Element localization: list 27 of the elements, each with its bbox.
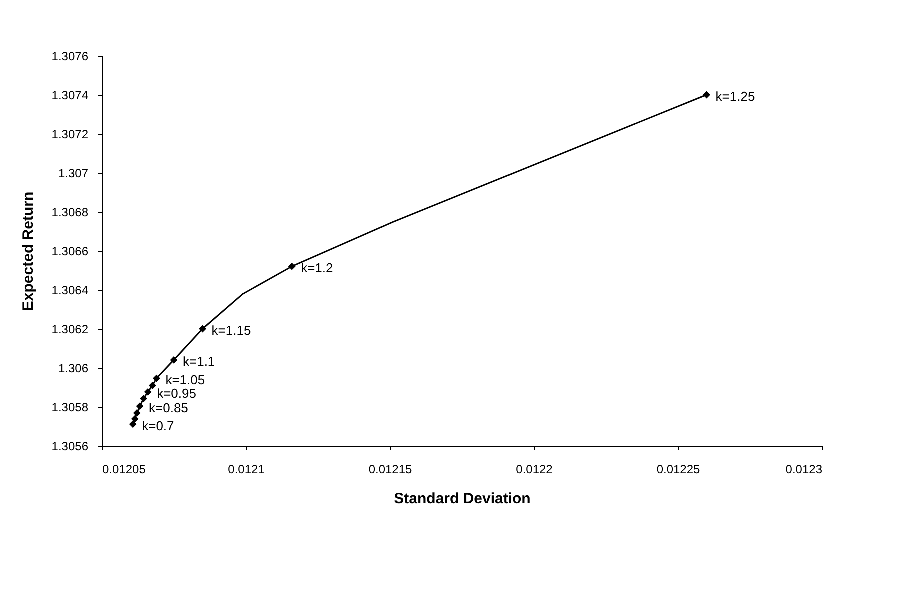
x-tick-label: 0.01205 xyxy=(102,462,146,476)
x-tick-label: 0.01225 xyxy=(656,462,701,476)
x-tick-label: 0.0123 xyxy=(786,462,823,476)
y-tick-label: 1.3068 xyxy=(52,206,89,220)
annotation: k=1.1 xyxy=(183,354,216,370)
annotation: k=1.15 xyxy=(212,323,252,338)
annotation: k=0.7 xyxy=(142,418,174,434)
y-tick-label: 1.3076 xyxy=(52,50,89,64)
y-tick-label: 1.3074 xyxy=(52,88,89,102)
y-tick-label: 1.3058 xyxy=(52,400,89,414)
annotation: k=1.05 xyxy=(166,372,206,388)
x-tick-label: 0.0121 xyxy=(228,462,266,476)
annotation: k=1.2 xyxy=(301,260,334,276)
x-axis-title: Standard Deviation xyxy=(394,490,531,508)
y-tick-label: 1.3064 xyxy=(52,284,89,298)
annotation: k=0.95 xyxy=(157,386,196,402)
y-tick-label: 1.306 xyxy=(58,362,89,376)
annotation: k=0.85 xyxy=(149,400,188,416)
y-axis-title: Expected Return xyxy=(20,192,37,312)
x-tick-label: 0.0122 xyxy=(516,462,554,476)
y-tick-label: 1.3056 xyxy=(52,440,89,454)
y-tick-label: 1.3072 xyxy=(52,128,89,142)
y-tick-label: 1.3066 xyxy=(52,244,89,258)
x-tick-label: 0.01215 xyxy=(368,462,413,476)
y-tick-label: 1.307 xyxy=(58,166,89,180)
y-tick-label: 1.3062 xyxy=(52,322,89,336)
annotation: k=1.25 xyxy=(716,89,756,104)
